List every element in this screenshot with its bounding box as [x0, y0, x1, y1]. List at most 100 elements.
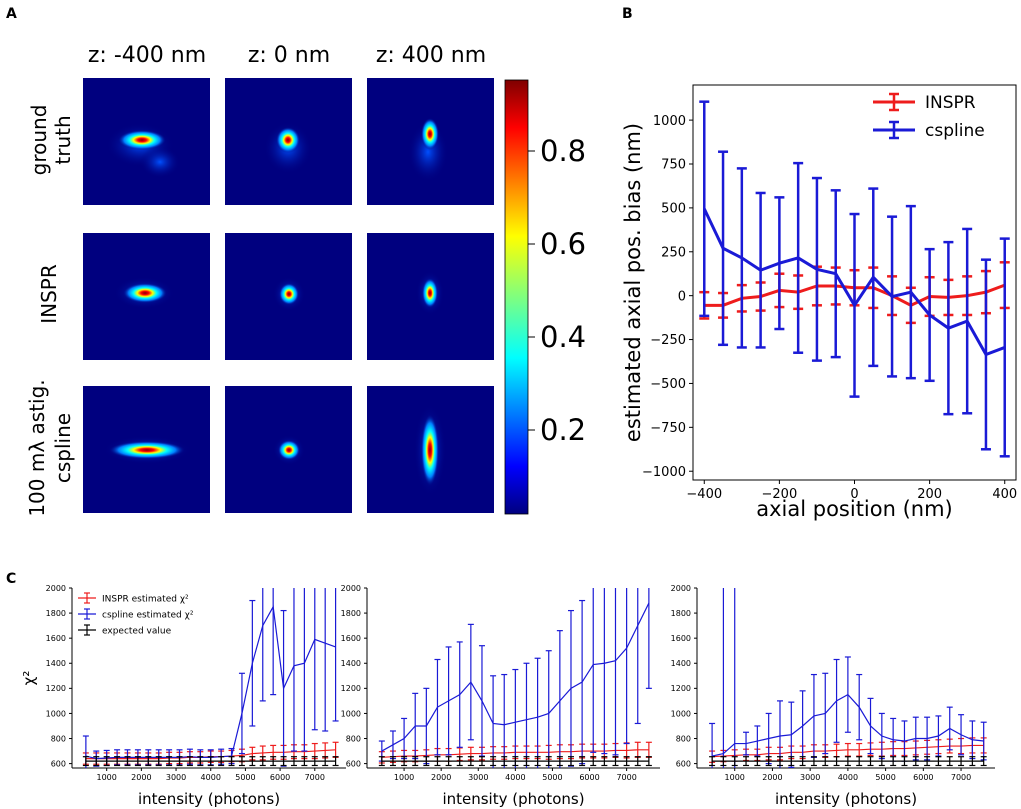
x-tick-label: 5000 [235, 773, 255, 782]
y-tick-label: 1000 [653, 114, 686, 129]
y-tick-label: 2000 [671, 584, 691, 593]
y-tick-label: 600 [51, 759, 66, 768]
x-tick-label: 1000 [394, 773, 414, 782]
y-tick-label: 1600 [671, 634, 691, 643]
x-tick-label: 1000 [725, 773, 745, 782]
legend-label: cspline [925, 121, 985, 141]
y-tick-label: 750 [661, 158, 686, 173]
psf-image [225, 78, 352, 205]
x-tick-label: −400 [686, 487, 722, 502]
psf-image [367, 233, 494, 360]
x-tick-label: 1000 [97, 773, 117, 782]
y-tick-label: 500 [661, 202, 686, 217]
bias-chart: −400 −200 0 200 400 −1000 −750 −500 −250 0 250 500 7… [621, 84, 1017, 521]
legend-label: expected value [102, 627, 172, 637]
x-tick-label: 7000 [616, 773, 636, 782]
series-line-cspline [702, 208, 1006, 357]
y-tick-label: 600 [346, 759, 361, 768]
y-tick-label: 800 [51, 734, 66, 743]
chi2-chart-3: 1000 2000 3000 4000 5000 6000 7000 600 800 1000 12… [671, 584, 995, 808]
panel-label-b: B [622, 6, 633, 22]
x-tick-label: 2000 [131, 773, 151, 782]
legend-label: cspline estimated χ² [102, 611, 194, 621]
x-axis-label: axial position (nm) [756, 497, 953, 521]
y-tick-label: −1000 [642, 465, 686, 480]
row-title: truth [51, 115, 75, 164]
x-tick-label: 6000 [913, 773, 933, 782]
x-tick-label: 4000 [201, 773, 221, 782]
x-axis-label: intensity (photons) [442, 790, 584, 808]
y-tick-label: 1400 [341, 659, 361, 668]
y-axis-label: estimated axial pos. bias (nm) [621, 123, 645, 442]
y-tick-label: 800 [346, 734, 361, 743]
chi2-chart-2: 1000 2000 3000 4000 5000 6000 7000 600 800 1000 12… [341, 584, 660, 808]
colorbar-tick-label: 0.6 [540, 227, 586, 261]
y-tick-label: −250 [650, 333, 686, 348]
x-tick-label: 5000 [542, 773, 562, 782]
row-title: ground [27, 105, 51, 176]
x-tick-label: 7000 [305, 773, 325, 782]
chi2-chart-1: 1000 2000 3000 4000 5000 6000 7000 600 800 1000 12… [20, 584, 346, 808]
y-axis-label: χ² [20, 671, 38, 686]
x-tick-label: 2000 [762, 773, 782, 782]
psf-image [367, 386, 494, 513]
x-tick-label: 3000 [468, 773, 488, 782]
x-tick-label: 200 [917, 487, 942, 502]
column-title: z: 0 nm [248, 43, 330, 68]
y-tick-label: 1400 [671, 659, 691, 668]
y-tick-label: 1600 [46, 634, 66, 643]
y-tick-label: 1000 [46, 709, 66, 718]
x-tick-label: 7000 [951, 773, 971, 782]
series-line-cspline [711, 693, 984, 757]
y-tick-label: 1000 [671, 709, 691, 718]
y-tick-label: 1200 [341, 684, 361, 693]
y-tick-label: 800 [676, 734, 691, 743]
row-title: cspline [51, 413, 75, 483]
x-tick-label: 0 [850, 487, 858, 502]
psf-image [83, 78, 210, 205]
y-tick-label: 1400 [46, 659, 66, 668]
y-tick-label: 600 [676, 759, 691, 768]
x-axis-label: intensity (photons) [138, 790, 280, 808]
series-line-cspline [381, 602, 650, 752]
colorbar-tick-label: 0.4 [540, 320, 586, 354]
legend-label: INSPR [925, 93, 976, 113]
x-tick-label: 400 [992, 487, 1017, 502]
panel-label-a: A [6, 6, 17, 22]
x-tick-label: 6000 [579, 773, 599, 782]
column-title: z: -400 nm [88, 43, 206, 68]
psf-image [225, 233, 352, 360]
column-title: z: 400 nm [376, 43, 486, 68]
y-tick-label: 1000 [341, 709, 361, 718]
psf-image [83, 386, 210, 513]
row-title: INSPR [37, 264, 61, 324]
psf-image [225, 386, 352, 513]
row-title: 100 mλ astig. [25, 379, 49, 516]
colorbar: 0.2 0.4 0.6 0.8 [504, 79, 586, 515]
x-tick-label: 4000 [838, 773, 858, 782]
y-tick-label: −750 [650, 421, 686, 436]
psf-image [367, 78, 494, 205]
y-tick-label: 1800 [341, 609, 361, 618]
panel-label-c: C [6, 571, 16, 587]
y-tick-label: −500 [650, 377, 686, 392]
y-tick-label: 0 [678, 289, 686, 304]
x-tick-label: 5000 [875, 773, 895, 782]
y-tick-label: 250 [661, 245, 686, 260]
x-tick-label: 3000 [166, 773, 186, 782]
y-tick-label: 1200 [671, 684, 691, 693]
y-tick-label: 2000 [46, 584, 66, 593]
y-tick-label: 1200 [46, 684, 66, 693]
x-tick-label: −200 [762, 487, 798, 502]
x-tick-label: 4000 [505, 773, 525, 782]
x-tick-label: 2000 [431, 773, 451, 782]
colorbar-tick-label: 0.8 [540, 134, 586, 168]
y-tick-label: 2000 [341, 584, 361, 593]
y-tick-label: 1800 [46, 609, 66, 618]
psf-image-grid [83, 78, 494, 513]
y-tick-label: 1800 [671, 609, 691, 618]
x-tick-label: 3000 [800, 773, 820, 782]
psf-image [83, 233, 210, 360]
y-tick-label: 1600 [341, 634, 361, 643]
